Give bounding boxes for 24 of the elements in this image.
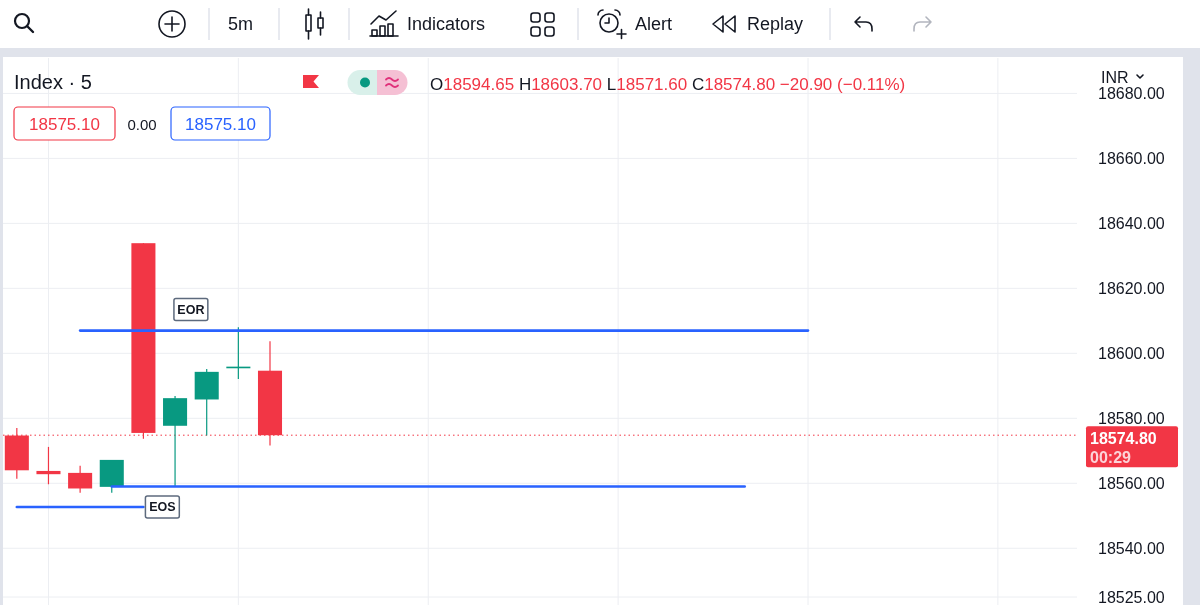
y-tick-label: 18600.00 [1098,344,1165,362]
series-label: EOS [149,500,176,514]
series-label: EOR [177,302,205,317]
text: Indicators [407,14,486,34]
text: Alert [635,14,673,34]
annotation: 18575.10 [185,114,256,134]
annotation: 18575.10 [29,114,100,134]
text: Replay [747,14,804,34]
y-tick-label: 18620.00 [1098,279,1165,297]
y-tick-label: 18640.00 [1098,214,1165,232]
ref-line-label: 18574.80 [1090,429,1157,447]
y-tick-label: 18660.00 [1098,149,1165,167]
y-tick-label: 18680.00 [1098,84,1165,102]
y-tick-label: 18540.00 [1098,539,1165,557]
y-tick-label: 18560.00 [1098,474,1165,492]
text: 5m [228,14,254,34]
y-tick-label: 18525.00 [1098,588,1165,605]
text: INR [1101,68,1129,86]
y-tick-label: 18580.00 [1098,409,1165,427]
annotation: 0.00 [127,115,157,133]
text: Index · 5 [14,71,92,93]
text: O18594.65 H18603.70 L18571.60 C18574.80 −20.90 (−0.11%) [430,74,906,94]
candlestick [36,446,61,485]
text: 00:29 [1090,448,1132,466]
